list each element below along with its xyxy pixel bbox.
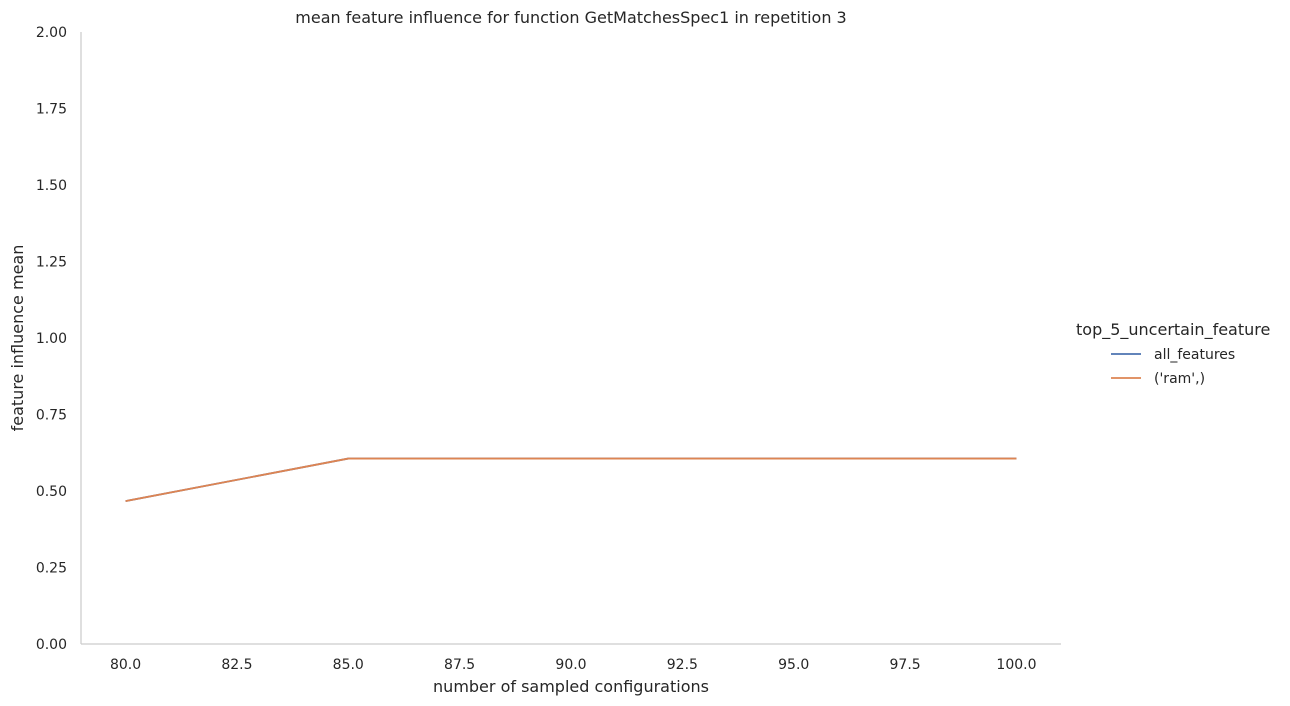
x-tick-label: 85.0	[333, 657, 364, 673]
x-tick-label: 90.0	[555, 657, 586, 673]
y-axis-label: feature influence mean	[8, 245, 27, 432]
series-line	[125, 457, 1017, 502]
y-tick-label: 1.00	[36, 331, 67, 347]
y-tick-label: 1.25	[36, 255, 67, 271]
series-line	[125, 457, 1017, 502]
axes	[80, 32, 1061, 645]
chart-title: mean feature influence for function GetM…	[295, 8, 846, 27]
legend-entry: all_features	[1154, 347, 1235, 363]
x-axis-label: number of sampled configurations	[433, 677, 709, 696]
x-tick-label: 87.5	[444, 657, 475, 673]
x-tick-label: 92.5	[667, 657, 698, 673]
y-tick-label: 0.50	[36, 484, 67, 500]
x-tick-label: 95.0	[778, 657, 809, 673]
legend-entry: ('ram',)	[1154, 371, 1205, 387]
x-tick-label: 80.0	[110, 657, 141, 673]
data-lines	[125, 457, 1017, 502]
y-tick-label: 0.00	[36, 637, 67, 653]
x-tick-label: 97.5	[890, 657, 921, 673]
ticks: 80.0 82.5 85.0 87.5 90.0 92.5 95.0 97.5 100.0 0.0…	[36, 25, 1037, 673]
x-tick-label: 82.5	[221, 657, 252, 673]
y-tick-label: 0.25	[36, 561, 67, 577]
legend-title: top_5_uncertain_feature	[1076, 320, 1270, 340]
x-tick-label: 100.0	[996, 657, 1036, 673]
y-tick-label: 2.00	[36, 25, 67, 41]
y-tick-label: 1.50	[36, 178, 67, 194]
y-tick-label: 1.75	[36, 102, 67, 118]
y-tick-label: 0.75	[36, 408, 67, 424]
legend: top_5_uncertain_feature all_features ('ra…	[1076, 320, 1270, 387]
